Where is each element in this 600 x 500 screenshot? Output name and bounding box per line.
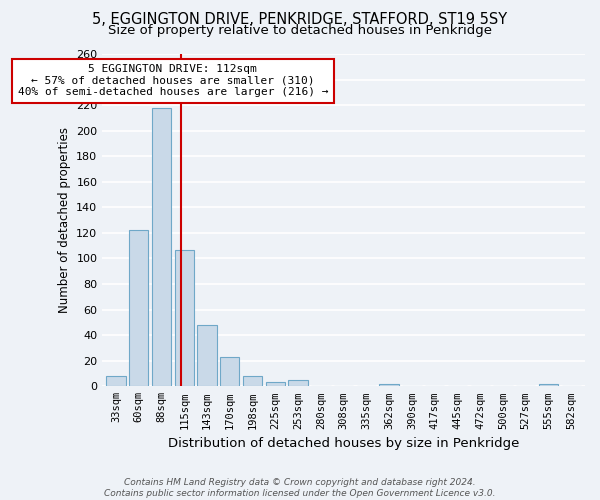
Bar <box>197 325 217 386</box>
Y-axis label: Number of detached properties: Number of detached properties <box>58 127 71 313</box>
Text: Size of property relative to detached houses in Penkridge: Size of property relative to detached ho… <box>108 24 492 37</box>
Bar <box>129 230 148 386</box>
Bar <box>243 376 262 386</box>
Bar <box>266 382 285 386</box>
Text: Contains HM Land Registry data © Crown copyright and database right 2024.
Contai: Contains HM Land Registry data © Crown c… <box>104 478 496 498</box>
Bar <box>539 384 558 386</box>
Bar <box>106 376 125 386</box>
Bar <box>175 250 194 386</box>
Bar <box>379 384 399 386</box>
Text: 5 EGGINGTON DRIVE: 112sqm
← 57% of detached houses are smaller (310)
40% of semi: 5 EGGINGTON DRIVE: 112sqm ← 57% of detac… <box>17 64 328 98</box>
Text: 5, EGGINGTON DRIVE, PENKRIDGE, STAFFORD, ST19 5SY: 5, EGGINGTON DRIVE, PENKRIDGE, STAFFORD,… <box>92 12 508 28</box>
X-axis label: Distribution of detached houses by size in Penkridge: Distribution of detached houses by size … <box>168 437 520 450</box>
Bar <box>152 108 171 386</box>
Bar <box>220 357 239 386</box>
Bar <box>289 380 308 386</box>
